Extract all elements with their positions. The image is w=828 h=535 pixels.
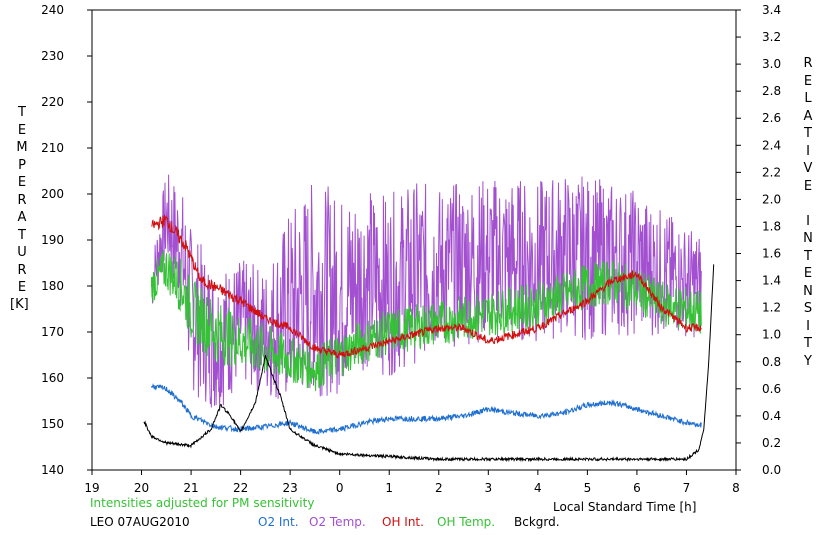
y-right-tick-label: 2.6 bbox=[762, 111, 781, 125]
y-axis-label-right-letter: I bbox=[806, 213, 810, 229]
y-axis-label-right-letter: V bbox=[803, 161, 813, 176]
y-left-tick-label: 240 bbox=[41, 3, 64, 17]
series-line-o2-int bbox=[150, 382, 702, 435]
y-right-tick-label: 1.0 bbox=[762, 328, 781, 342]
y-axis-label-left-letter: R bbox=[17, 192, 27, 208]
y-axis-label-right-letter: R bbox=[803, 56, 813, 71]
y-right-tick-label: 1.8 bbox=[762, 219, 781, 233]
y-axis-label-left-letter: T bbox=[18, 227, 26, 243]
x-tick-label: 21 bbox=[183, 481, 198, 495]
y-axis-label-left-letter: M bbox=[16, 140, 28, 155]
y-right-tick-label: 0.6 bbox=[762, 382, 781, 396]
y-axis-label-left-letter: U bbox=[17, 245, 27, 260]
tick-layer: 1401501601701801902002102202302400.00.20… bbox=[41, 3, 781, 495]
y-right-tick-label: 3.4 bbox=[762, 3, 781, 17]
y-right-tick-label: 2.2 bbox=[762, 165, 781, 179]
y-left-tick-label: 190 bbox=[41, 233, 64, 247]
series-line-oh-temp bbox=[150, 250, 702, 392]
y-right-tick-label: 1.2 bbox=[762, 301, 781, 315]
y-left-tick-label: 230 bbox=[41, 49, 64, 63]
x-tick-label: 1 bbox=[385, 481, 393, 495]
station-label: LEO 07AUG2010 bbox=[90, 515, 190, 529]
y-right-tick-label: 1.6 bbox=[762, 247, 781, 261]
y-axis-label-right-letter: E bbox=[803, 178, 813, 194]
x-tick-label: 22 bbox=[233, 481, 248, 495]
y-left-tick-label: 220 bbox=[41, 95, 64, 109]
y-axis-label-right-letter: Y bbox=[804, 353, 812, 369]
y-left-tick-label: 150 bbox=[41, 417, 64, 431]
legend-o2-int: O2 Int. bbox=[258, 515, 299, 529]
y-axis-label-right-letter: S bbox=[803, 301, 813, 316]
x-tick-label: 23 bbox=[283, 481, 298, 495]
y-axis-label-right-letter: E bbox=[803, 73, 813, 89]
y-axis-label-right-letter: N bbox=[803, 283, 813, 299]
y-left-tick-label: 200 bbox=[41, 187, 64, 201]
y-axis-label-right-letter bbox=[798, 195, 818, 213]
y-right-tick-label: 0.4 bbox=[762, 409, 781, 423]
y-left-tick-label: 210 bbox=[41, 141, 64, 155]
y-right-tick-label: 2.4 bbox=[762, 138, 781, 152]
x-tick-label: 19 bbox=[84, 481, 99, 495]
y-left-tick-label: 170 bbox=[41, 325, 64, 339]
legend-o2-temp: O2 Temp. bbox=[309, 515, 366, 529]
series-line-o2-temp bbox=[150, 174, 702, 411]
legend-oh-int: OH Int. bbox=[382, 515, 424, 529]
plot-frame bbox=[91, 9, 737, 471]
y-axis-label-right-letter: I bbox=[806, 143, 810, 159]
x-tick-label: 8 bbox=[732, 481, 740, 495]
x-tick-label: 5 bbox=[584, 481, 592, 495]
y-axis-label-right-letter: N bbox=[803, 231, 813, 246]
y-right-tick-label: 1.4 bbox=[762, 274, 781, 288]
x-tick-label: 4 bbox=[534, 481, 542, 495]
x-tick-label: 6 bbox=[633, 481, 641, 495]
series-layer bbox=[143, 174, 715, 463]
y-axis-unit-left: [K] bbox=[10, 297, 29, 312]
legend-bckgrd: Bckgrd. bbox=[514, 515, 560, 529]
y-left-tick-label: 140 bbox=[41, 463, 64, 477]
x-tick-label: 3 bbox=[484, 481, 492, 495]
y-axis-label-left-letter: T bbox=[18, 105, 26, 120]
y-right-tick-label: 2.0 bbox=[762, 192, 781, 206]
y-axis-label-right-letter: L bbox=[804, 91, 812, 106]
y-right-tick-label: 0.0 bbox=[762, 463, 781, 477]
y-right-tick-label: 3.2 bbox=[762, 30, 781, 44]
y-axis-label-right-letter: T bbox=[804, 126, 812, 141]
x-tick-label: 2 bbox=[435, 481, 443, 495]
y-right-tick-label: 2.8 bbox=[762, 84, 781, 98]
sensitivity-note: Intensities adjusted for PM sensitivity bbox=[90, 496, 315, 510]
y-axis-label-left-letter: R bbox=[17, 262, 27, 278]
y-left-tick-label: 160 bbox=[41, 371, 64, 385]
y-axis-label-left-letter: E bbox=[17, 175, 27, 190]
y-right-tick-label: 3.0 bbox=[762, 57, 781, 71]
x-tick-label: 7 bbox=[683, 481, 691, 495]
y-axis-label-right-letter: A bbox=[803, 108, 813, 124]
y-left-tick-label: 180 bbox=[41, 279, 64, 293]
series-line-oh-int bbox=[151, 214, 702, 359]
y-axis-label-right-letter: E bbox=[803, 266, 813, 281]
legend-oh-temp: OH Temp. bbox=[437, 515, 496, 529]
y-axis-label-left-letter: E bbox=[17, 122, 27, 138]
y-axis-label-left-letter: E bbox=[17, 280, 27, 295]
y-axis-label-left-letter: A bbox=[17, 210, 27, 225]
y-right-tick-label: 0.8 bbox=[762, 355, 781, 369]
x-axis-label: Local Standard Time [h] bbox=[553, 500, 697, 514]
y-axis-label-right-letter: I bbox=[806, 318, 810, 334]
y-axis-label-left-letter: P bbox=[18, 157, 26, 173]
y-axis-label-right-letter: T bbox=[804, 248, 812, 264]
x-tick-label: 20 bbox=[134, 481, 149, 495]
y-right-tick-label: 0.2 bbox=[762, 436, 781, 450]
y-axis-label-right-letter: T bbox=[804, 336, 812, 351]
series-line-bckgrd bbox=[143, 264, 715, 463]
x-tick-label: 0 bbox=[336, 481, 344, 495]
